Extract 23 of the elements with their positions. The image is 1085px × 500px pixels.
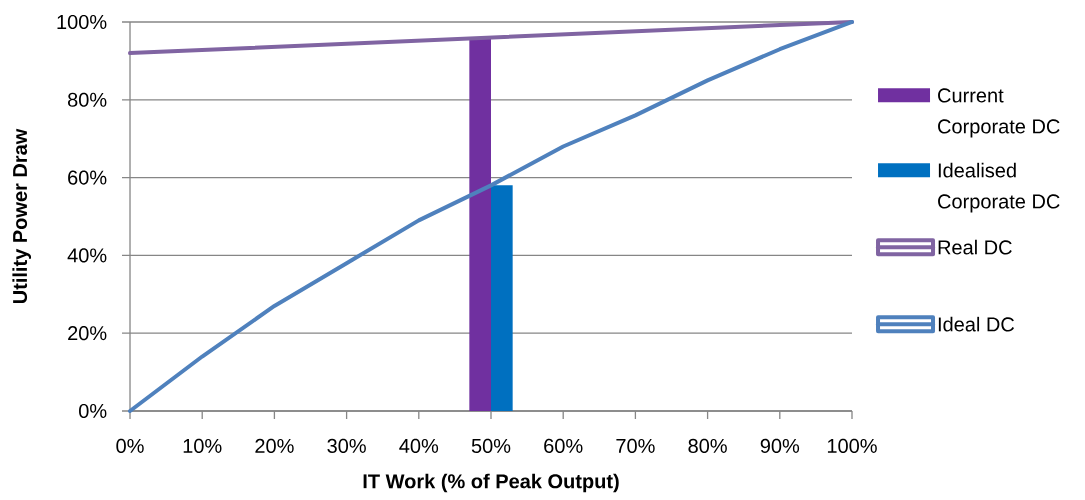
x-tick-label: 0%: [116, 438, 144, 453]
y-tick-label: 60%: [68, 170, 107, 185]
x-tick-label: 70%: [616, 438, 655, 453]
x-tick-label: 100%: [827, 438, 877, 453]
x-tick-label: 30%: [327, 438, 366, 453]
x-tick-label: 40%: [399, 438, 439, 453]
y-axis-title: Utility Power Draw: [12, 128, 32, 304]
x-tick-label: 90%: [760, 438, 800, 453]
x-tick-label: 10%: [183, 438, 222, 453]
x-tick-label: 80%: [688, 438, 727, 453]
legend-label: Current Corporate DC: [938, 88, 1060, 138]
y-tick-label: 80%: [67, 92, 107, 107]
x-tick-label: 20%: [255, 438, 294, 453]
legend-label: Real DC: [938, 239, 1012, 255]
legend-label: Idealised Corporate DC: [938, 162, 1060, 213]
x-axis-title: IT Work (% of Peak Output): [363, 473, 619, 493]
legend-label: Ideal DC: [938, 316, 1015, 332]
y-tick-label: 100%: [57, 14, 107, 30]
y-tick-label: 20%: [68, 326, 107, 341]
x-tick-label: 50%: [471, 438, 511, 453]
x-tick-label: 60%: [544, 438, 583, 453]
y-tick-label: 40%: [67, 248, 107, 263]
y-tick-label: 0%: [79, 403, 107, 419]
